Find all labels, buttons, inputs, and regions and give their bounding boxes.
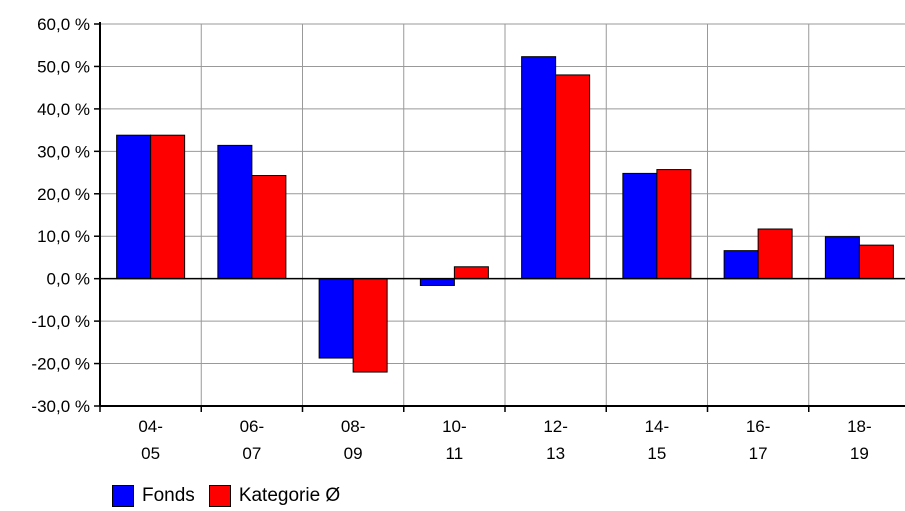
bar-kategorie-4 [555, 74, 591, 280]
legend-item-fonds: Fonds [112, 485, 195, 507]
x-tick-label: 15 [647, 444, 666, 463]
x-tick-label: 16- [746, 417, 771, 436]
x-tick-label: 07 [242, 444, 261, 463]
bar-kategorie-6 [757, 228, 793, 280]
x-tick-label: 06- [240, 417, 265, 436]
x-tick-label: 09 [344, 444, 363, 463]
y-tick-label: 10,0 % [37, 227, 90, 246]
legend-swatch-fonds [112, 485, 134, 507]
legend-label-fonds: Fonds [142, 485, 195, 506]
bar-fonds-7 [824, 236, 860, 280]
bar-fonds-3 [419, 278, 455, 286]
x-tick-label: 14- [645, 417, 670, 436]
bar-kategorie-7 [858, 244, 894, 280]
bar-kategorie-3 [453, 266, 489, 280]
bar-kategorie-0 [150, 134, 186, 280]
x-tick-label: 11 [446, 444, 464, 463]
bar-kategorie-5 [656, 169, 692, 280]
x-tick-label: 08- [341, 417, 366, 436]
y-tick-label: 20,0 % [37, 185, 90, 204]
y-tick-label: -30,0 % [31, 397, 90, 416]
x-tick-label: 05 [141, 444, 160, 463]
y-tick-label: 30,0 % [37, 142, 90, 161]
y-tick-label: 50,0 % [37, 57, 90, 76]
y-tick-label: 40,0 % [37, 100, 90, 119]
x-tick-label: 04- [138, 417, 163, 436]
legend: Fonds Kategorie Ø [112, 485, 354, 507]
bar-fonds-1 [217, 144, 253, 280]
x-tick-label: 18- [847, 417, 872, 436]
bar-fonds-4 [521, 56, 557, 280]
bar-fonds-6 [723, 250, 759, 280]
y-tick-label: -10,0 % [31, 312, 90, 331]
bar-fonds-5 [622, 172, 658, 280]
y-tick-labels: 60,0 % 50,0 % 40,0 % 30,0 % 20,0 % 10,0 % 0,0 … [31, 15, 100, 416]
legend-item-kategorie: Kategorie Ø [208, 485, 341, 507]
y-tick-label: 0,0 % [47, 270, 90, 289]
y-tick-label: 60,0 % [37, 15, 90, 34]
x-tick-label: 10- [442, 417, 467, 436]
bar-fonds-2 [318, 278, 354, 359]
bars [116, 56, 894, 373]
x-tick-label: 12- [543, 417, 568, 436]
bar-kategorie-1 [251, 175, 287, 280]
bar-chart: 60,0 % 50,0 % 40,0 % 30,0 % 20,0 % 10,0 % 0,0 … [31, 15, 905, 463]
x-tick-label: 17 [749, 444, 768, 463]
bar-kategorie-2 [352, 278, 388, 373]
legend-swatch-kategorie [208, 485, 231, 507]
y-tick-label: -20,0 % [31, 355, 90, 374]
x-tick-labels: 04- 05 06- 07 08- 09 10- 11 12- 13 14- 15 16- 17 18- 19 [99, 406, 872, 463]
bar-fonds-0 [116, 134, 152, 280]
x-tick-label: 19 [850, 444, 869, 463]
x-tick-label: 13 [546, 444, 565, 463]
legend-label-kategorie: Kategorie Ø [238, 485, 341, 506]
